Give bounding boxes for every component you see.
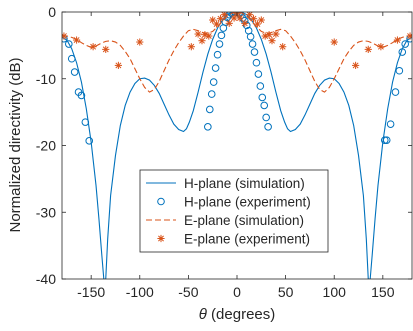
e-plane-experiment-point (330, 38, 338, 46)
legend-label: H-plane (simulation) (184, 176, 305, 191)
e-plane-experiment-point (225, 19, 233, 27)
h-plane-experiment-point (252, 58, 261, 67)
h-plane-experiment-point (250, 48, 259, 56)
h-plane-experiment-point (254, 70, 263, 78)
e-plane-simulation-line (62, 12, 412, 93)
e-plane-experiment-point (114, 61, 122, 69)
legend-item: E-plane (simulation) (146, 213, 304, 228)
h-plane-experiment-point (264, 123, 272, 131)
h-plane-experiment-point (67, 54, 76, 63)
x-tick-label: -100 (126, 284, 154, 300)
h-plane-experiment-point (256, 82, 265, 90)
e-plane-experiment-point (220, 12, 228, 19)
e-plane-experiment-point (187, 43, 195, 51)
x-axis-unit: (degrees) (211, 306, 275, 323)
e-plane-experiment-point (393, 36, 402, 44)
legend-item: H-plane (experiment) (157, 195, 311, 210)
e-plane-experiment-point (194, 30, 202, 38)
e-plane-experiment-point (241, 19, 249, 27)
h-plane-experiment-point (401, 40, 409, 48)
h-plane-experiment-point (211, 64, 220, 72)
h-plane-experiment-point (209, 78, 218, 86)
h-plane-experiment-point (248, 40, 257, 48)
x-tick-label: -150 (77, 284, 105, 300)
h-plane-experiment-point (65, 40, 73, 48)
y-tick-label: -20 (36, 138, 56, 154)
legend-item: E-plane (experiment) (157, 232, 310, 247)
h-plane-experiment-point (204, 123, 212, 131)
e-plane-experiment-point (253, 20, 262, 28)
x-tick-label: -50 (178, 284, 198, 300)
e-plane-experiment-point (198, 37, 206, 45)
legend-label: H-plane (experiment) (184, 195, 311, 210)
x-axis-label: θ (degrees) (199, 306, 276, 323)
y-tick-label: 0 (48, 4, 56, 20)
legend-item: H-plane (simulation) (146, 176, 305, 191)
e-plane-experiment-point (89, 43, 97, 51)
x-tick-label: 50 (278, 284, 294, 300)
y-tick-label: -30 (36, 204, 56, 220)
x-tick-label: 100 (323, 284, 347, 300)
e-plane-experiment-point (205, 32, 213, 40)
e-plane-experiment-point (62, 32, 68, 40)
e-plane-experiment-point (136, 38, 144, 46)
h-plane-experiment-point (246, 32, 255, 41)
e-plane-experiment-point (236, 14, 244, 22)
h-plane-experiment-point (382, 136, 391, 144)
e-plane-experiment-point (272, 30, 280, 38)
h-plane-experiment-point (380, 136, 389, 144)
h-plane-experiment-point (213, 50, 222, 59)
h-plane-experiment-point (81, 118, 90, 126)
h-plane-experiment-point (217, 31, 226, 40)
h-plane-experiment-point (258, 93, 267, 102)
e-plane-experiment-point (257, 16, 265, 24)
e-plane-experiment-markers (62, 12, 412, 69)
x-axis-symbol: θ (199, 306, 207, 323)
legend-label: E-plane (experiment) (184, 232, 310, 247)
e-plane-experiment-point (72, 36, 81, 44)
h-plane-experiment-point (215, 40, 224, 48)
y-axis-label: Normalized directivity (dB) (7, 57, 24, 232)
h-plane-experiment-point (85, 137, 94, 145)
e-plane-experiment-point (279, 43, 287, 51)
e-plane-experiment-point (265, 31, 273, 39)
h-plane-experiment-point (70, 68, 79, 76)
legend-box (139, 169, 329, 253)
e-plane-experiment-point (377, 43, 385, 51)
y-tick-label: -40 (36, 271, 56, 287)
legend-swatch (157, 197, 165, 206)
e-plane-experiment-point (261, 32, 269, 40)
h-plane-simulation-line (62, 12, 412, 279)
h-plane-experiment-point (391, 88, 400, 96)
e-plane-experiment-point (352, 61, 360, 69)
e-plane-experiment-point (364, 45, 372, 53)
h-plane-experiment-point (260, 101, 269, 110)
legend-label: E-plane (simulation) (184, 213, 304, 228)
e-plane-experiment-point (249, 15, 258, 23)
e-plane-experiment-point (212, 20, 221, 28)
h-plane-experiment-point (205, 105, 214, 114)
y-tick-label: -10 (36, 71, 56, 87)
legend-swatch (157, 234, 165, 243)
e-plane-experiment-point (216, 15, 225, 23)
h-plane-experiment-point (262, 113, 270, 122)
h-plane-experiment-point (77, 91, 86, 100)
legend: H-plane (simulation) H-plane (experiment)… (139, 169, 329, 253)
h-plane-experiment-point (207, 90, 216, 98)
h-plane-experiment-point (386, 120, 395, 128)
h-plane-experiment-point (398, 48, 407, 56)
h-plane-experiment-point (395, 66, 404, 75)
e-plane-experiment-point (102, 45, 110, 53)
e-plane-experiment-point (268, 37, 276, 45)
x-tick-label: 150 (371, 284, 395, 300)
x-tick-label: 0 (233, 284, 241, 300)
